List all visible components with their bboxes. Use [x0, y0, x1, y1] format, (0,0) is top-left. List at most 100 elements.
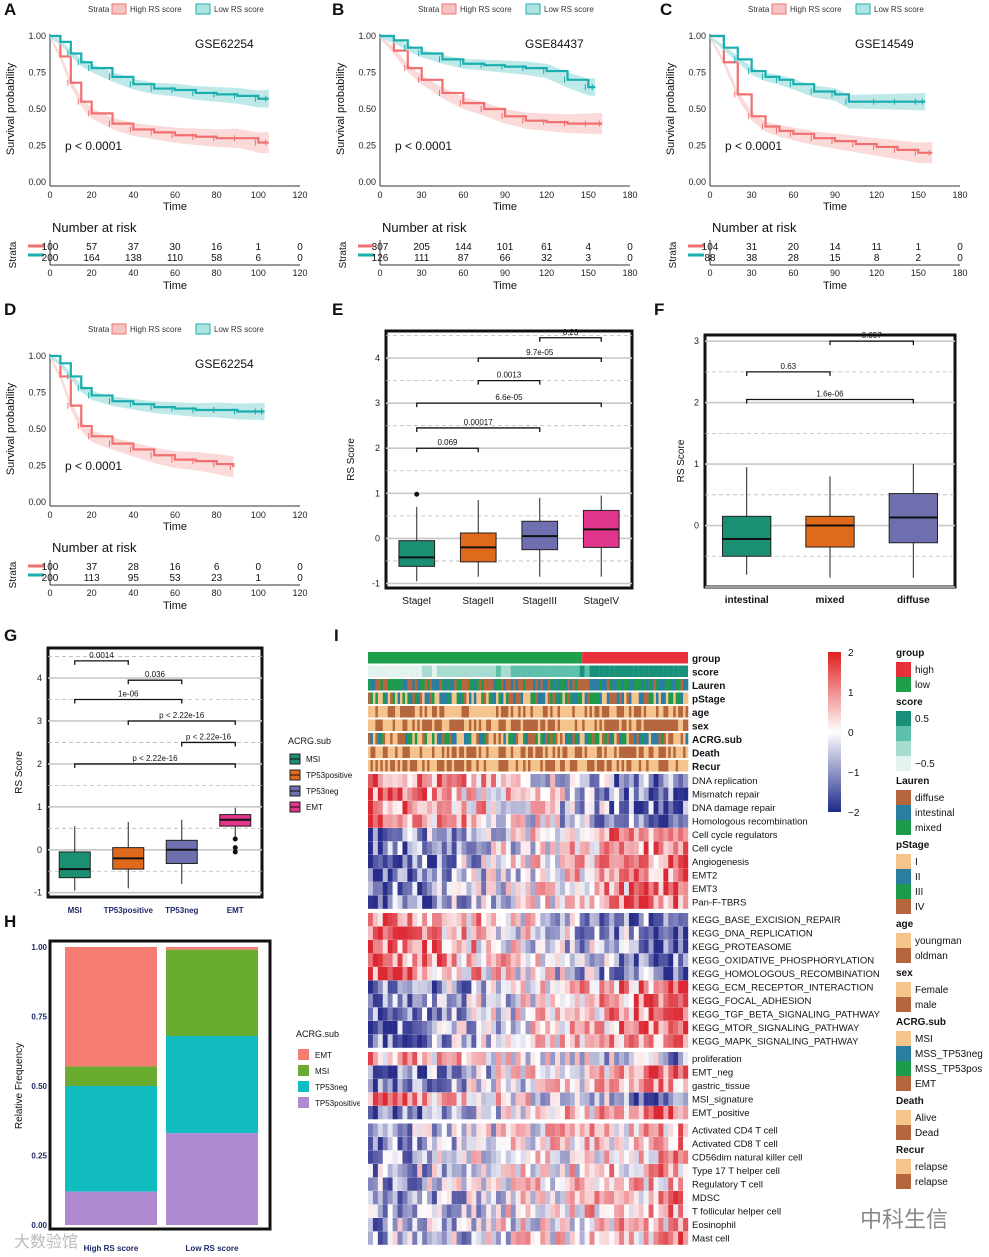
- annotation-cell: [631, 679, 635, 691]
- annotation-cell: [441, 692, 445, 704]
- annotation-cell: [439, 679, 443, 691]
- heatmap-cell: [515, 1106, 521, 1120]
- heatmap-cell: [486, 882, 492, 896]
- heatmap-cell: [653, 1123, 659, 1137]
- heatmap-cell: [476, 801, 482, 815]
- heatmap-cell: [407, 940, 413, 954]
- risk-count-low: 88: [704, 253, 716, 264]
- heatmap-cell: [643, 967, 649, 981]
- annotation-cell: [685, 692, 689, 704]
- heatmap-cell: [441, 980, 447, 994]
- legend-label: TP53neg: [306, 787, 338, 796]
- annotation-cell: [624, 706, 627, 718]
- heatmap-cell: [594, 1034, 600, 1048]
- heatmap-cell: [658, 1177, 664, 1191]
- heatmap-cell: [673, 1218, 679, 1232]
- heatmap-cell: [402, 774, 408, 788]
- heatmap-cell: [471, 774, 477, 788]
- annotation-cell: [660, 692, 664, 704]
- heatmap-cell: [476, 913, 482, 927]
- annotation-cell: [658, 746, 662, 758]
- heatmap-cell: [461, 841, 467, 855]
- annotation-cell: [483, 719, 487, 731]
- heatmap-cell: [441, 828, 447, 842]
- heatmap-cell: [441, 855, 447, 869]
- heatmap-cell: [510, 967, 516, 981]
- heatmap-cell: [564, 1191, 571, 1205]
- heatmap-cell: [432, 1231, 438, 1245]
- annotation-label: age: [692, 708, 710, 719]
- heatmap-cell: [668, 1007, 674, 1021]
- heatmap-cell: [466, 913, 472, 927]
- heatmap-cell: [466, 814, 472, 828]
- heatmap-cell: [387, 841, 393, 855]
- annotation-cell: [446, 746, 450, 758]
- annotation-cell: [454, 692, 457, 704]
- heatmap-cell: [535, 882, 541, 896]
- annotation-cell: [596, 692, 600, 704]
- heatmap-cell: [540, 1021, 546, 1035]
- heatmap-cell: [614, 1204, 620, 1218]
- heatmap-cell: [441, 787, 447, 801]
- heatmap-cell: [668, 1218, 674, 1232]
- heatmap-cell: [594, 1052, 600, 1066]
- heatmap-cell: [653, 1204, 659, 1218]
- heatmap-cell: [412, 1123, 418, 1137]
- annotation-cell: [670, 679, 674, 691]
- heatmap-cell: [535, 841, 541, 855]
- heatmap-cell: [560, 1177, 566, 1191]
- annotation-cell: [422, 706, 425, 718]
- annotation-cell: [528, 719, 531, 731]
- heatmap-cell: [471, 913, 477, 927]
- heatmap-cell: [520, 994, 526, 1008]
- heatmap-cell: [515, 1164, 521, 1178]
- annotation-cell: [572, 706, 576, 718]
- heatmap-cell: [451, 1092, 457, 1106]
- heatmap-cell: [584, 994, 590, 1008]
- annotation-cell: [513, 706, 516, 718]
- heatmap-cell: [535, 895, 541, 909]
- annotation-cell: [540, 665, 546, 677]
- heatmap-cell: [505, 855, 511, 869]
- heatmap-cell: [658, 828, 664, 842]
- heatmap-cell: [505, 1123, 511, 1137]
- annotation-cell: [496, 760, 499, 772]
- heatmap-cell: [624, 1191, 630, 1205]
- heatmap-cell: [658, 1092, 664, 1106]
- annotation-cell: [587, 706, 590, 718]
- annotation-cell: [404, 733, 408, 745]
- heatmap-cell: [564, 814, 571, 828]
- heatmap-cell: [486, 913, 492, 927]
- annotation-cell: [638, 719, 642, 731]
- heatmap-cell: [515, 980, 521, 994]
- annotation-cell: [481, 733, 484, 745]
- heatmap-cell: [407, 1177, 413, 1191]
- annotation-cell: [648, 719, 652, 731]
- annotation-cell: [528, 706, 531, 718]
- heatmap-cell: [436, 1092, 443, 1106]
- box-MSI: [58, 851, 91, 879]
- heatmap-cell: [436, 828, 443, 842]
- heatmap-cell: [574, 980, 580, 994]
- annotation-cell: [574, 679, 578, 691]
- heatmap-cell: [402, 1106, 408, 1120]
- heatmap-cell: [466, 882, 472, 896]
- heatmap-cell: [633, 913, 639, 927]
- heatmap-cell: [545, 1034, 551, 1048]
- heatmap-cell: [481, 828, 487, 842]
- heatmap-cell: [599, 882, 605, 896]
- heatmap-cell: [368, 868, 374, 882]
- heatmap-cell: [471, 828, 477, 842]
- heatmap-cell: [614, 1079, 620, 1093]
- heatmap-cell: [555, 801, 561, 815]
- heatmap-cell: [500, 774, 507, 788]
- heatmap-row-label: T follicular helper cell: [692, 1207, 781, 1218]
- heatmap-cell: [436, 1137, 443, 1151]
- heatmap-cell: [683, 1218, 689, 1232]
- annotation-cell: [454, 706, 457, 718]
- heatmap-cell: [604, 1231, 610, 1245]
- heatmap-cell: [397, 841, 403, 855]
- heatmap-cell: [569, 940, 575, 954]
- heatmap-cell: [678, 926, 684, 940]
- heatmap-cell: [609, 1137, 615, 1151]
